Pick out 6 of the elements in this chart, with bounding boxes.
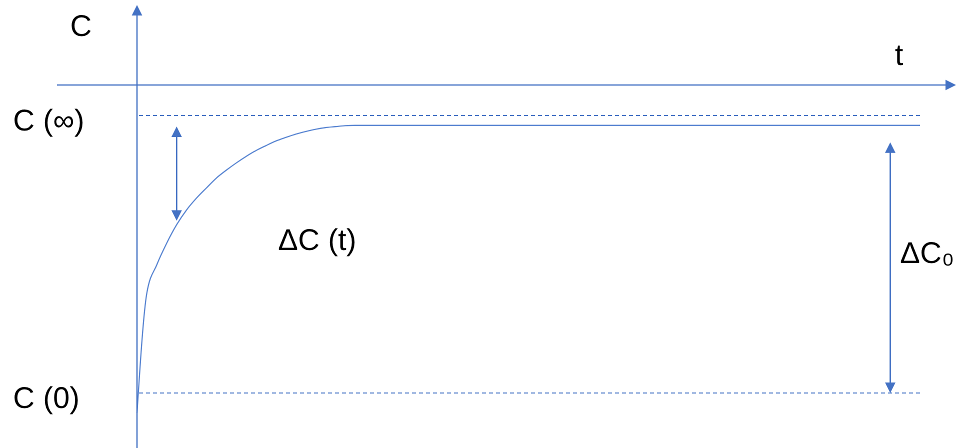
x-axis-title: t (894, 39, 904, 72)
annotation: ΔC (t) (278, 224, 356, 257)
y-axis-title: C (70, 10, 92, 43)
ref-line-label: C (∞) (13, 104, 84, 138)
annotation: ΔC₀ (900, 237, 954, 270)
ref-line-label: C (0) (13, 382, 80, 415)
